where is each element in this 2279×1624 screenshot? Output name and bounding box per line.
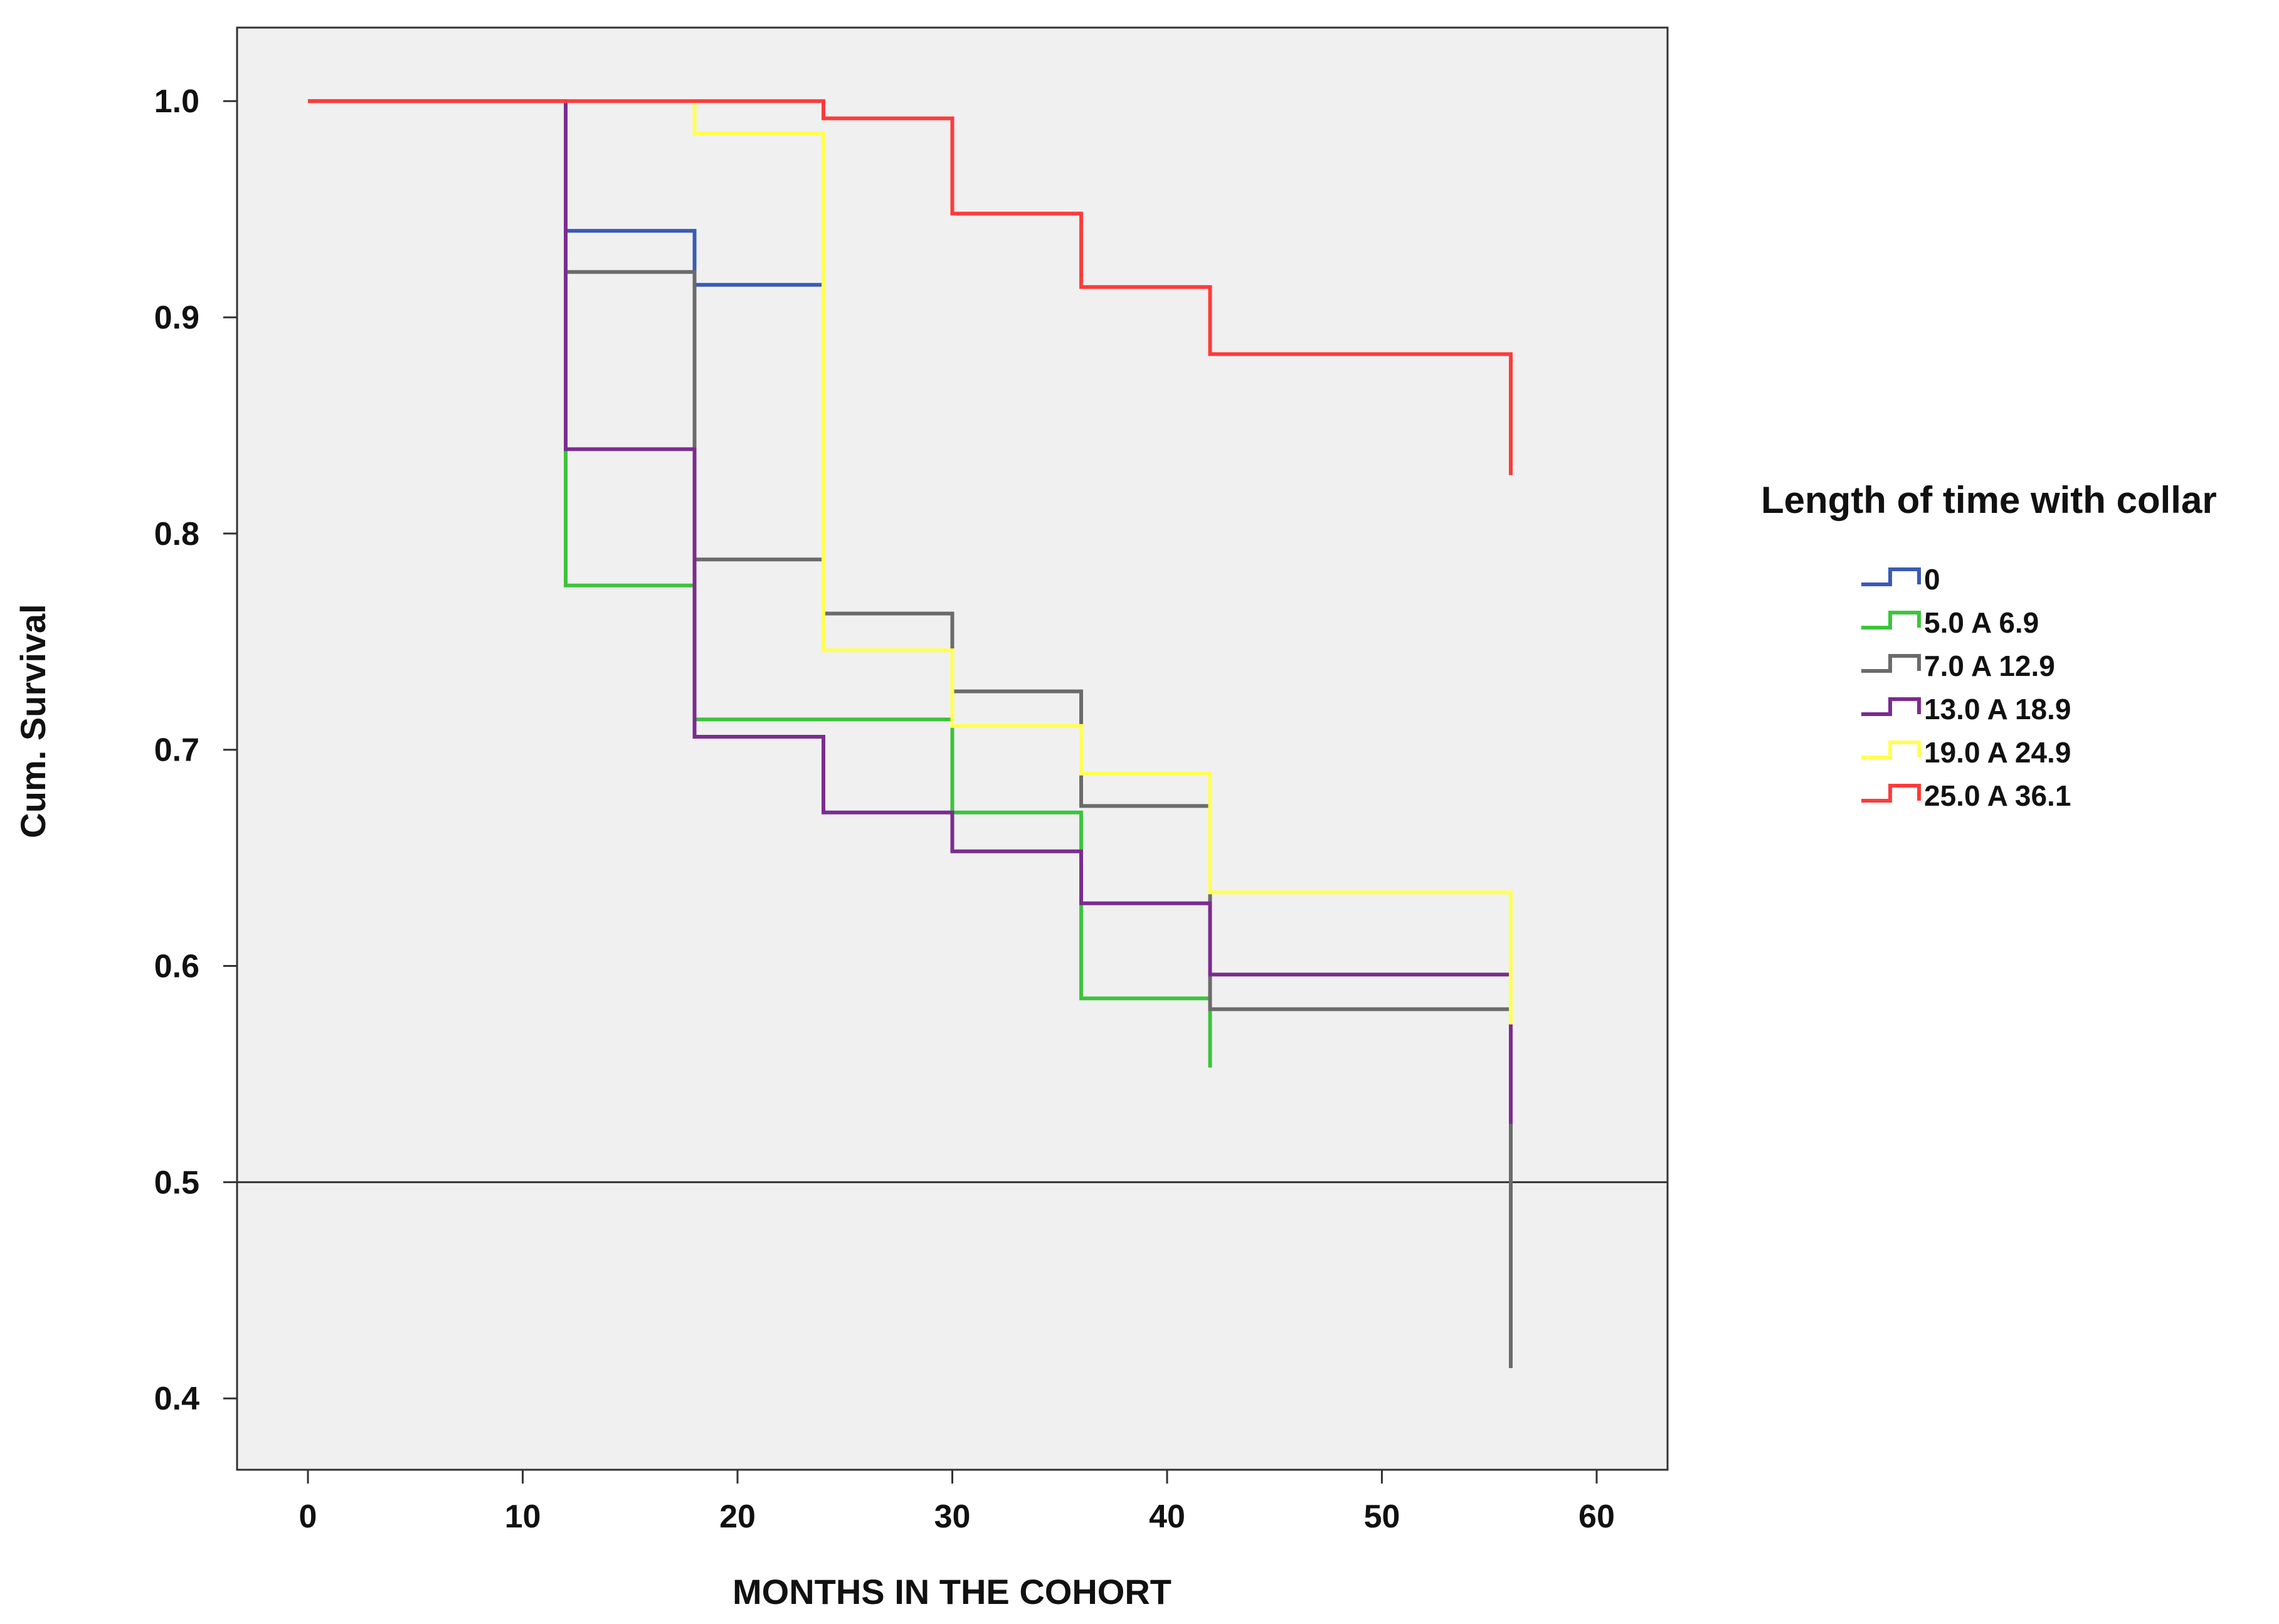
legend-label-1: 5.0 A 6.9	[1924, 606, 2039, 639]
legend-swatch-5	[1861, 784, 1921, 803]
x-tick-label: 10	[505, 1499, 541, 1535]
y-axis-title: Cum. Survival	[13, 604, 53, 838]
legend-swatch-4	[1861, 741, 1921, 759]
legend: 0 5.0 A 6.9 7.0 A 12.9 13.0 A 18.9 19.0 A 24…	[1861, 563, 2071, 812]
y-tick-label: 0.5	[154, 1164, 199, 1201]
legend-title: Length of time with collar	[1761, 479, 2217, 521]
legend-swatch-2	[1861, 654, 1921, 673]
series-line-4	[308, 99, 1513, 1025]
y-tick-label: 0.6	[154, 949, 199, 985]
series-line-3	[308, 99, 1513, 1124]
legend-label-2: 7.0 A 12.9	[1924, 650, 2055, 682]
legend-swatch-0	[1861, 567, 1921, 586]
x-axis: 0 10 20 30 40 50 60	[299, 1470, 1615, 1535]
y-tick-label: 0.4	[154, 1381, 199, 1417]
y-tick-label: 0.9	[154, 300, 199, 336]
x-tick-label: 0	[299, 1499, 317, 1535]
series-layer	[308, 99, 1513, 1368]
x-axis-title: MONTHS IN THE COHORT	[732, 1572, 1171, 1611]
y-axis: 0.4 0.5 0.6 0.7 0.8 0.9 1.0	[154, 83, 237, 1417]
x-tick-label: 30	[934, 1499, 971, 1535]
legend-label-5: 25.0 A 36.1	[1924, 779, 2071, 812]
y-tick-label: 0.8	[154, 516, 199, 552]
legend-label-0: 0	[1924, 563, 1940, 596]
legend-swatch-3	[1861, 697, 1921, 716]
x-tick-label: 40	[1149, 1499, 1185, 1535]
x-tick-label: 50	[1364, 1499, 1400, 1535]
x-tick-label: 60	[1578, 1499, 1615, 1535]
legend-label-4: 19.0 A 24.9	[1924, 736, 2071, 769]
x-tick-label: 20	[719, 1499, 756, 1535]
y-tick-label: 1.0	[154, 83, 199, 120]
series-line-5	[308, 99, 1513, 475]
legend-label-3: 13.0 A 18.9	[1924, 693, 2071, 725]
legend-swatch-1	[1861, 611, 1921, 630]
y-tick-label: 0.7	[154, 732, 199, 769]
